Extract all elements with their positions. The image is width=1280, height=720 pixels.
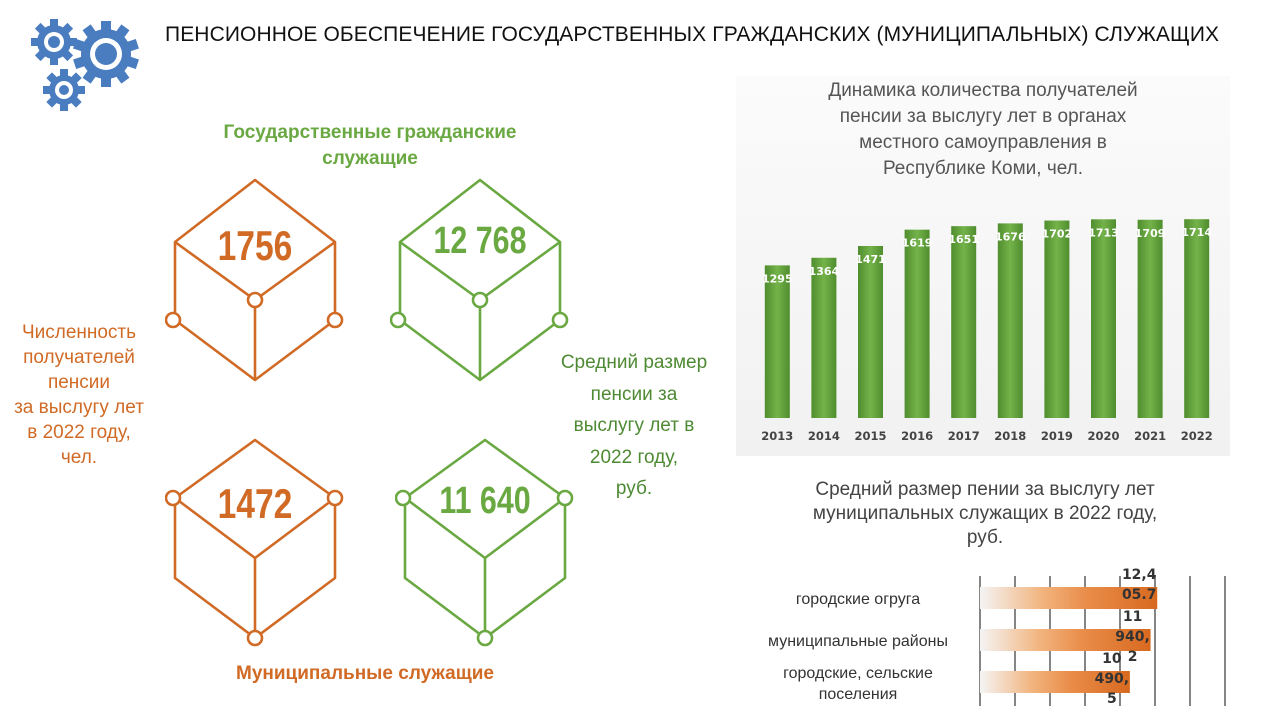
avg-pension-chart-title: Средний размер пении за выслугу лет муни… bbox=[770, 478, 1200, 550]
avg-pension-note-line: Средний размер bbox=[560, 352, 708, 373]
gear-large-icon bbox=[73, 21, 139, 87]
hbar-value-label: 12,4 bbox=[1122, 568, 1157, 583]
category-label: муниципальные районы bbox=[768, 633, 948, 650]
recipients-note: Численность получателей пенсии за выслуг… bbox=[4, 320, 154, 470]
municipal-pension-value: 11 640 bbox=[439, 480, 531, 522]
x-tick-label: 2022 bbox=[1181, 429, 1213, 443]
avg-pension-note-line: 2022 году, bbox=[589, 446, 679, 468]
avg-pension-note: Средний размер пенсии за выслугу лет в 2… bbox=[548, 347, 720, 505]
avg-pension-note-line: выслугу лет в bbox=[573, 415, 695, 436]
x-tick-label: 2016 bbox=[901, 429, 933, 443]
cube-outline-icon bbox=[164, 438, 344, 647]
gears-icon bbox=[31, 19, 139, 111]
state-heading-line2: служащие bbox=[322, 148, 418, 169]
recipients-note-line: чел. bbox=[60, 447, 98, 468]
state-heading-line1: Государственные гражданские bbox=[223, 122, 517, 143]
bar-2019 bbox=[1044, 220, 1070, 418]
bar-value-label: 1676 bbox=[995, 230, 1026, 243]
municipal-recipients-value: 1472 bbox=[217, 480, 293, 527]
recipients-dynamics-chart: Динамика количества получателей пенсии за… bbox=[761, 80, 1213, 443]
chart-title-line: местного самоуправления в bbox=[859, 132, 1107, 153]
chart-title-line: Республике Коми, чел. bbox=[883, 158, 1083, 179]
hbar-value-label: 05.7 bbox=[1122, 587, 1157, 603]
municipal-servants-heading: Муниципальные служащие bbox=[236, 663, 494, 684]
x-tick-label: 2018 bbox=[994, 429, 1026, 443]
hbar-value-label: 2 bbox=[1128, 649, 1138, 665]
hbar-value-label: 5 bbox=[1107, 691, 1117, 707]
avg-pension-chart-title-line: руб. bbox=[966, 527, 1004, 548]
gear-small-bottom-icon bbox=[43, 69, 85, 111]
state-servants-heading: Государственные гражданские служащие bbox=[180, 120, 560, 172]
bar-value-label: 1702 bbox=[1042, 228, 1073, 241]
recipients-note-line: пенсии bbox=[47, 372, 111, 393]
bar-2016 bbox=[904, 229, 930, 418]
x-tick-label: 2019 bbox=[1041, 429, 1073, 443]
hbar-value-label: 11 bbox=[1123, 609, 1142, 625]
chart-title-line: пенсии за выслугу лет в органах bbox=[840, 106, 1127, 127]
cube-state-pension: 12 768 bbox=[389, 172, 570, 392]
page-title: ПЕНСИОННОЕ ОБЕСПЕЧЕНИЕ ГОСУДАРСТВЕННЫХ Г… bbox=[165, 23, 1220, 46]
bar-value-label: 1651 bbox=[948, 233, 979, 246]
bar-value-label: 1619 bbox=[902, 237, 933, 250]
x-tick-label: 2021 bbox=[1134, 429, 1166, 443]
category-label: городские, сельские bbox=[783, 665, 933, 682]
cube-municipal-pension: 11 640 bbox=[394, 432, 575, 652]
bar-value-label: 1713 bbox=[1088, 226, 1119, 239]
hbar-value-label: 490, bbox=[1095, 671, 1130, 687]
gear-small-top-icon bbox=[31, 19, 77, 65]
bar-value-label: 1709 bbox=[1135, 227, 1166, 240]
avg-pension-chart-title-line: муниципальных служащих в 2022 году, bbox=[812, 503, 1158, 524]
recipients-note-line: Численность bbox=[21, 322, 137, 343]
bar-value-label: 1364 bbox=[809, 265, 840, 278]
bar-2015 bbox=[858, 245, 883, 418]
bar-2017 bbox=[951, 226, 977, 418]
category-label: поселения bbox=[819, 686, 898, 703]
x-tick-label: 2015 bbox=[854, 429, 886, 443]
bar-2014 bbox=[811, 257, 837, 418]
hbar-value-label: 10 bbox=[1102, 651, 1122, 667]
recipients-note-line: за выслугу лет bbox=[14, 397, 144, 418]
x-tick-label: 2014 bbox=[808, 429, 840, 443]
hbar-2 bbox=[980, 671, 1130, 693]
avg-pension-by-type-chart: городские огруга 12,4 05.7 муниципальные ра… bbox=[768, 568, 1226, 707]
cube-municipal-recipients: 1472 bbox=[164, 432, 345, 652]
x-tick-label: 2017 bbox=[948, 429, 980, 443]
avg-pension-note-line: руб. bbox=[615, 478, 653, 499]
state-recipients-value: 1756 bbox=[217, 222, 293, 269]
avg-pension-chart-title-line: Средний размер пении за выслугу лет bbox=[815, 479, 1155, 500]
hbar-value-label: 940, bbox=[1115, 629, 1150, 645]
hbar-1 bbox=[980, 629, 1151, 651]
recipients-note-line: в 2022 году, bbox=[27, 422, 131, 443]
bar-value-label: 1471 bbox=[855, 253, 886, 266]
bar-2021 bbox=[1137, 219, 1163, 418]
x-tick-label: 2013 bbox=[761, 429, 793, 443]
bar-value-label: 1714 bbox=[1181, 226, 1212, 239]
cube-outline-icon bbox=[389, 178, 569, 382]
recipients-note-line: получателей bbox=[23, 347, 135, 368]
bar-value-label: 1295 bbox=[762, 272, 793, 285]
bar-2013 bbox=[764, 265, 790, 418]
state-pension-value: 12 768 bbox=[433, 220, 527, 262]
cube-state-recipients: 1756 bbox=[164, 172, 345, 392]
hbar-0 bbox=[980, 587, 1158, 609]
cube-outline-icon bbox=[394, 438, 574, 647]
cube-outline-icon bbox=[164, 178, 344, 382]
bar-2018 bbox=[997, 223, 1023, 418]
avg-pension-note-line: пенсии за bbox=[590, 383, 678, 405]
chart-title-line: Динамика количества получателей bbox=[828, 80, 1137, 101]
bar-2020 bbox=[1091, 219, 1116, 418]
bar-2022 bbox=[1184, 219, 1210, 418]
category-label: городские огруга bbox=[796, 591, 920, 608]
x-tick-label: 2020 bbox=[1087, 429, 1119, 443]
